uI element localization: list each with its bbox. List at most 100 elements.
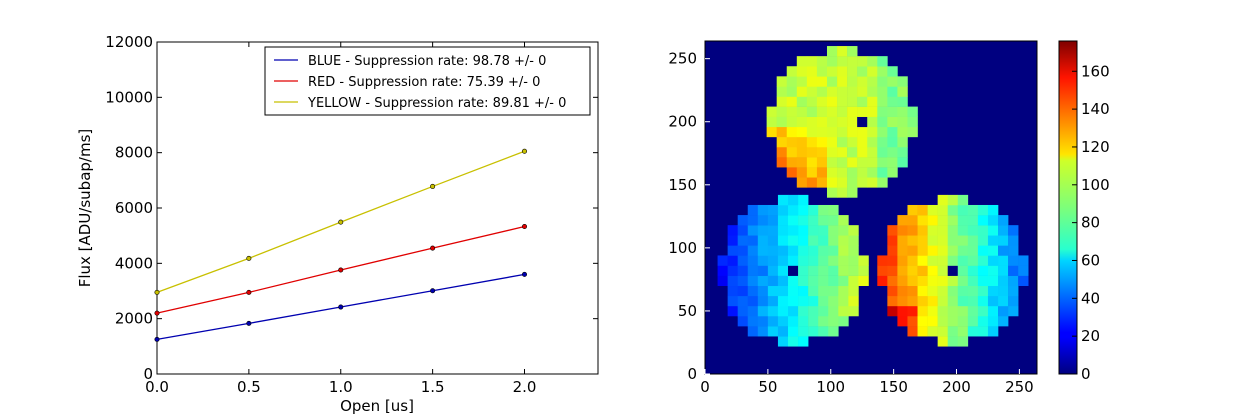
- heatmap-cell: [808, 204, 819, 216]
- heatmap-cell: [798, 275, 809, 287]
- heatmap-cell: [998, 285, 1009, 297]
- heatmap-cell: [737, 265, 749, 276]
- heatmap-cell: [957, 204, 969, 216]
- heatmap-cell: [816, 157, 828, 168]
- heatmap-cell: [877, 96, 888, 107]
- heatmap-cell: [947, 315, 959, 327]
- heatmap-cell: [838, 225, 849, 236]
- heatmap-cell: [737, 225, 749, 236]
- y-tick-label: 6000: [115, 199, 153, 217]
- heatmap-cell: [947, 285, 959, 297]
- heatmap-cell: [796, 126, 808, 138]
- heatmap-cell: [927, 295, 938, 307]
- heatmap-cell: [796, 66, 808, 77]
- heatmap-cell: [907, 116, 918, 128]
- heatmap-cell: [837, 136, 848, 148]
- heatmap-cell: [766, 116, 777, 128]
- heatmap-cell: [837, 116, 848, 128]
- heatmap-cell: [937, 336, 949, 347]
- heatmap-cell: [967, 255, 979, 266]
- heatmap-x-tick-label: 250: [1005, 378, 1034, 396]
- heatmap-cell: [788, 225, 799, 236]
- heatmap-cell: [747, 285, 759, 297]
- heatmap-cell: [967, 204, 979, 216]
- heatmap-cell: [757, 265, 769, 276]
- heatmap-cell: [777, 326, 789, 337]
- heatmap-cell: [977, 275, 989, 287]
- x-tick-label: 0.5: [237, 378, 261, 396]
- heatmap-cell: [927, 285, 938, 297]
- heatmap-cell: [947, 336, 959, 347]
- heatmap-cell: [977, 204, 989, 216]
- heatmap-cell: [826, 177, 838, 188]
- heatmap-cell: [757, 245, 769, 256]
- heatmap-cell: [1008, 295, 1019, 307]
- heatmap-cell: [977, 255, 989, 266]
- heatmap-cell: [798, 255, 809, 266]
- heatmap-cell: [767, 255, 779, 266]
- heatmap-cell: [887, 76, 898, 87]
- y-tick-label: 8000: [115, 144, 153, 162]
- heatmap-cell: [917, 215, 928, 226]
- data-point: [430, 245, 436, 251]
- heatmap-cell: [777, 204, 789, 216]
- heatmap-cell: [857, 66, 868, 77]
- heatmap-cell: [796, 96, 808, 107]
- heatmap-cell: [798, 305, 809, 317]
- heatmap-cell: [766, 126, 777, 138]
- heatmap-cell: [957, 305, 969, 317]
- heatmap-cell: [808, 255, 819, 266]
- heatmap-cell: [838, 295, 849, 307]
- heatmap-cell: [737, 255, 749, 266]
- heatmap-cell: [826, 66, 838, 77]
- heatmap-cell: [907, 225, 918, 236]
- heatmap-cell: [1008, 245, 1019, 256]
- heatmap-cell: [907, 295, 918, 307]
- heatmap-cell: [818, 315, 829, 327]
- heatmap-cell: [987, 245, 999, 256]
- heatmap-cell: [837, 157, 848, 168]
- heatmap-cell: [857, 146, 868, 158]
- heatmap-cell: [826, 167, 838, 178]
- heatmap-cell: [957, 225, 969, 236]
- heatmap-cell: [818, 215, 829, 226]
- heatmap-cell: [747, 225, 759, 236]
- heatmap-cell: [987, 215, 999, 226]
- heatmap-cell: [826, 106, 838, 117]
- heatmap-cell: [828, 255, 839, 266]
- colorbar-tick-label: 0: [1081, 365, 1091, 383]
- heatmap-cell: [767, 215, 779, 226]
- heatmap-cell: [818, 326, 829, 337]
- heatmap-cell: [816, 76, 828, 87]
- heatmap-cell: [747, 275, 759, 287]
- heatmap-cell: [766, 106, 777, 117]
- heatmap-cell: [947, 265, 959, 276]
- heatmap-cell: [777, 255, 789, 266]
- legend-label-yellow: YELLOW - Suppression rate: 89.81 +/- 0: [307, 96, 566, 111]
- heatmap-cell: [907, 106, 918, 117]
- heatmap-cell: [786, 146, 798, 158]
- heatmap-cell: [927, 315, 938, 327]
- heatmap-cell: [907, 126, 918, 138]
- heatmap-y-tick-label: 250: [668, 50, 697, 68]
- heatmap-cell: [947, 275, 959, 287]
- heatmap-cell: [937, 326, 949, 337]
- heatmap-cell: [747, 245, 759, 256]
- heatmap-cell: [887, 285, 898, 297]
- heatmap-cell: [788, 215, 799, 226]
- heatmap-cell: [887, 86, 898, 97]
- heatmap-cell: [796, 136, 808, 148]
- heatmap-cell: [838, 215, 849, 226]
- heatmap-cell: [828, 235, 839, 246]
- heatmap-cell: [767, 245, 779, 256]
- heatmap-cell: [967, 245, 979, 256]
- heatmap-cell: [727, 265, 738, 276]
- heatmap-cell: [838, 305, 849, 317]
- heatmap-cell: [887, 235, 898, 246]
- heatmap-cell: [857, 96, 868, 107]
- heatmap-cell: [808, 305, 819, 317]
- heatmap-cell: [806, 157, 818, 168]
- heatmap-cell: [947, 215, 959, 226]
- heatmap-cell: [826, 116, 838, 128]
- heatmap-cell: [917, 255, 928, 266]
